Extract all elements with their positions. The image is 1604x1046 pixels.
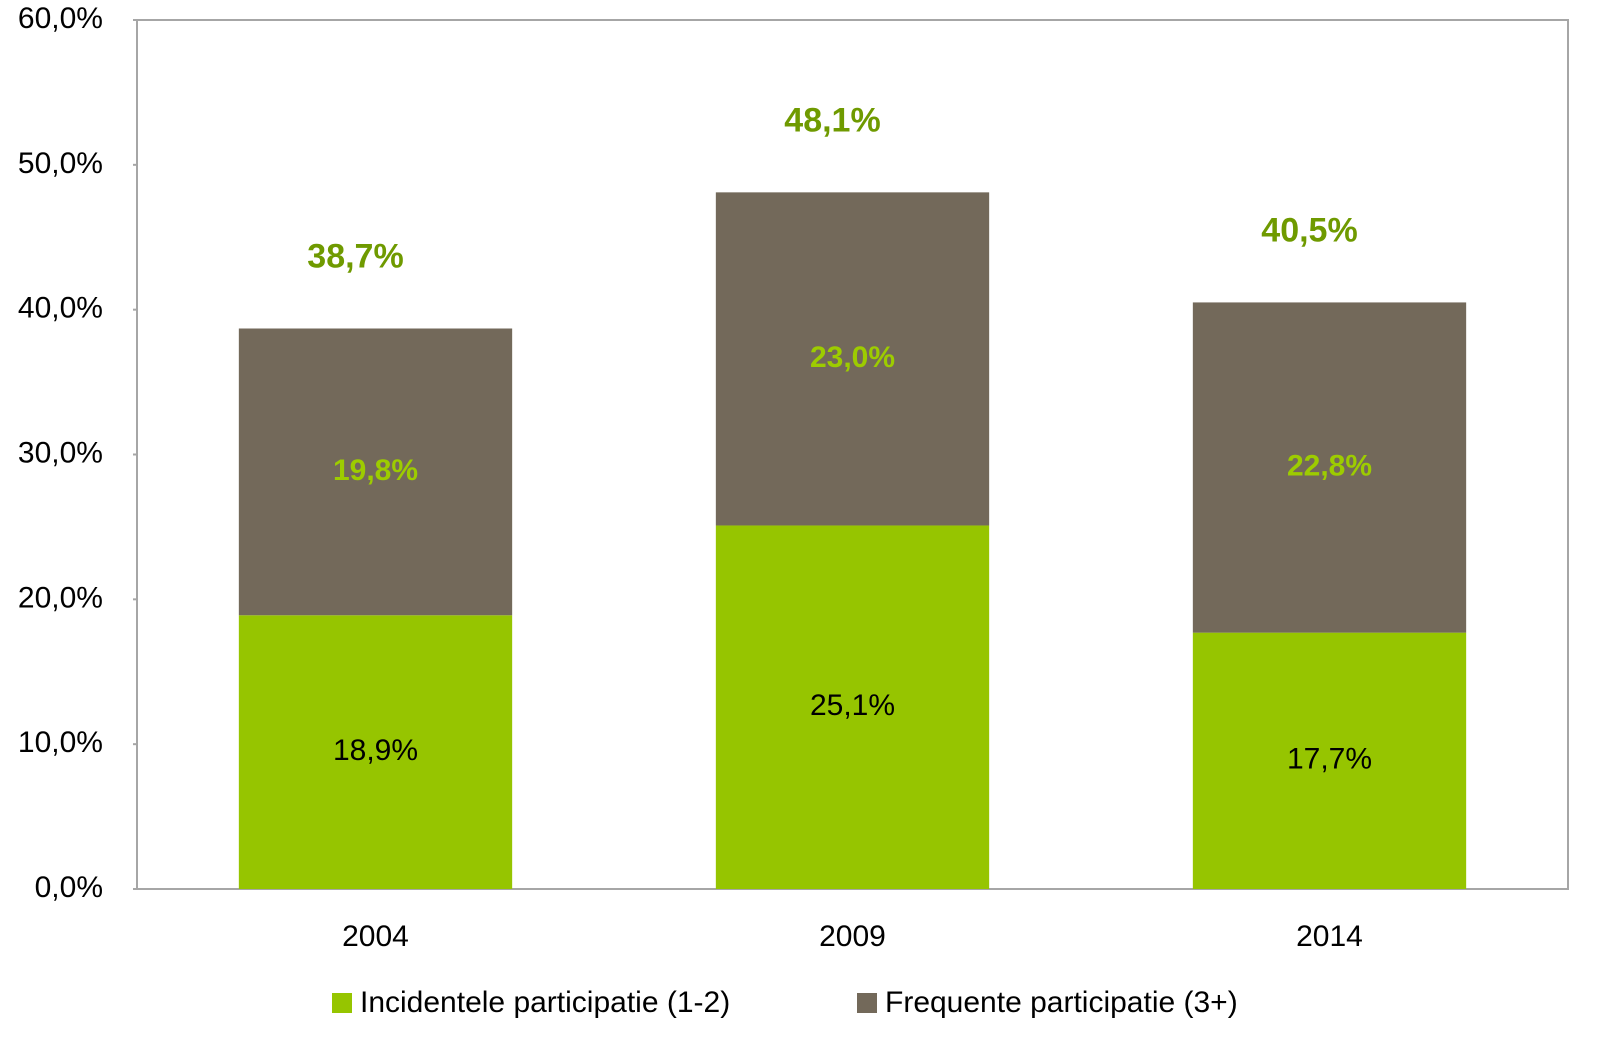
y-tick-label: 40,0%	[18, 292, 103, 325]
bar-segment	[715, 192, 990, 526]
y-tick-label: 30,0%	[18, 436, 103, 469]
bar-segment	[238, 328, 513, 616]
y-tick-label: 0,0%	[35, 871, 103, 904]
legend-swatch	[857, 993, 877, 1013]
y-tick-label: 60,0%	[18, 2, 103, 35]
legend-label: Frequente participatie (3+)	[885, 986, 1238, 1019]
x-tick-label: 2014	[1296, 920, 1363, 953]
bar-segment	[1192, 632, 1467, 889]
data-label: 19,8%	[333, 454, 418, 487]
bar-segment	[1192, 302, 1467, 633]
bar-segment	[715, 525, 990, 889]
total-label: 38,7%	[307, 237, 403, 275]
y-tick-label: 10,0%	[18, 726, 103, 759]
data-label: 18,9%	[333, 734, 418, 767]
y-tick-label: 50,0%	[18, 147, 103, 180]
total-label: 40,5%	[1261, 211, 1357, 249]
data-label: 25,1%	[810, 689, 895, 722]
legend-label: Incidentele participatie (1-2)	[360, 986, 730, 1019]
y-tick-label: 20,0%	[18, 581, 103, 614]
legend-swatch	[332, 993, 352, 1013]
x-tick-label: 2004	[342, 920, 409, 953]
x-tick-label: 2009	[819, 920, 886, 953]
data-label: 22,8%	[1287, 449, 1372, 482]
data-label: 17,7%	[1287, 743, 1372, 776]
data-label: 23,0%	[810, 341, 895, 374]
bar-segment	[238, 615, 513, 889]
total-label: 48,1%	[784, 101, 880, 139]
